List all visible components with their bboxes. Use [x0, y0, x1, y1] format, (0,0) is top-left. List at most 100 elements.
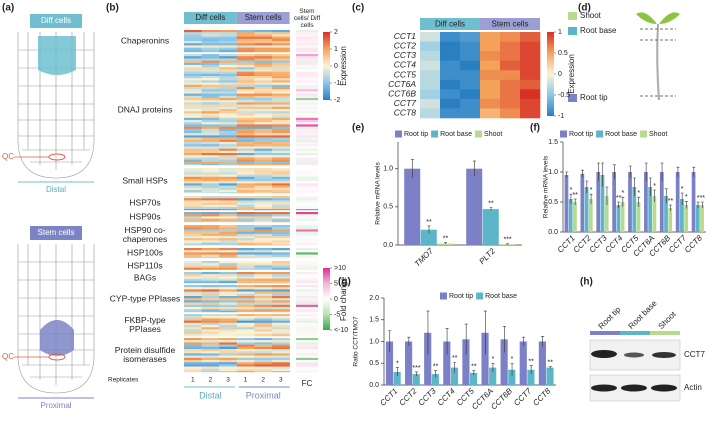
heatmap-cell [201, 54, 220, 57]
column-header [420, 18, 480, 30]
row-label: CCT6A [388, 79, 416, 89]
heatmap-cell [184, 91, 202, 94]
heatmap-cell [184, 49, 202, 53]
heatmap-cell [219, 49, 238, 53]
heatmap-cell [440, 70, 461, 81]
heatmap-cell [201, 346, 220, 350]
heatmap-cell [184, 69, 202, 72]
heatmap-cell [272, 214, 290, 217]
significance-label: * [653, 183, 656, 190]
heatmap-cell [219, 84, 238, 88]
heatmap-cell [201, 47, 220, 50]
heatmap-cell [184, 164, 202, 166]
heatmap-cell [219, 65, 238, 68]
heatmap-cell [236, 78, 255, 81]
bar [393, 371, 401, 385]
blot-band [591, 384, 617, 392]
heatmap-cell [184, 153, 202, 156]
heatmap-cell [254, 98, 273, 101]
heatmap-cell [219, 71, 238, 74]
bar [443, 341, 451, 385]
heatmap-cell [236, 153, 255, 156]
heatmap-cell [184, 115, 202, 118]
heatmap-cell [254, 248, 273, 251]
bar [385, 341, 394, 385]
heatmap-cell [219, 187, 238, 191]
heatmap-cell [184, 248, 202, 251]
heatmap-cell [201, 214, 220, 217]
heatmap-cell [272, 227, 290, 230]
error-bar [414, 371, 418, 377]
heatmap-cell [219, 128, 238, 132]
heatmap-cell [219, 135, 238, 138]
heatmap-cell [254, 309, 273, 312]
x-tick-label: CCT7 [512, 386, 534, 408]
heatmap-cell [201, 87, 220, 90]
heatmap-cell [184, 142, 202, 145]
heatmap-cell [201, 261, 220, 264]
heatmap-cell [201, 157, 220, 160]
heatmap-cell [272, 351, 290, 354]
significance-label: ** [548, 360, 554, 367]
error-bar [483, 310, 487, 355]
heatmap-cell [219, 93, 238, 96]
heatmap-cell [500, 89, 521, 100]
heatmap-cell [272, 164, 290, 166]
bar [691, 172, 696, 232]
heatmap-cell [500, 51, 521, 61]
heatmap-cell [201, 291, 220, 294]
heatmap-cell [254, 190, 273, 193]
heatmap-cell [272, 190, 290, 193]
heatmap-cell [272, 318, 290, 321]
legend-swatch [596, 130, 604, 138]
heatmap-cell [219, 196, 238, 199]
heatmap-cell [219, 198, 238, 201]
heatmap-cell [201, 137, 220, 140]
legend-swatch [560, 130, 567, 138]
heatmap-cell [201, 353, 220, 356]
y-tick-label: 1.0 [548, 169, 558, 176]
heatmap-cell [272, 333, 290, 337]
y-tick-label: 0.5 [383, 204, 393, 211]
significance-label: * [685, 194, 688, 201]
heatmap-cell [184, 278, 202, 281]
heatmap-cell [184, 285, 202, 288]
heatmap-cell [272, 38, 290, 42]
fc-cell [296, 69, 318, 72]
heatmap-cell [236, 325, 255, 328]
heatmap-cell [272, 274, 290, 277]
heatmap-cell [500, 60, 521, 71]
heatmap-cell [236, 139, 255, 143]
heatmap-cell [236, 100, 255, 103]
heatmap-cell [236, 181, 255, 184]
heatmap-cell [201, 364, 220, 367]
heatmap-cell [272, 309, 290, 312]
fc-cell [296, 150, 318, 154]
heatmap-cell [480, 89, 501, 100]
heatmap-cell [236, 54, 255, 57]
heatmap-cell [219, 76, 238, 79]
heatmap-cell [201, 202, 220, 205]
heatmap-cell [219, 106, 238, 110]
heatmap-cell [236, 146, 255, 149]
heatmap-cell [219, 54, 238, 57]
replicate-label: 2 [261, 377, 265, 384]
heatmap-cell [184, 231, 202, 234]
heatmap-cell [236, 157, 255, 160]
heatmap-cell [236, 254, 255, 257]
fc-cell [296, 78, 318, 81]
heatmap-cell [254, 298, 273, 301]
heatmap-cell [219, 146, 238, 149]
x-tick-label: CCT2 [397, 386, 419, 408]
significance-label: ** [616, 195, 622, 202]
error-bar [669, 204, 673, 211]
heatmap-cell [184, 287, 202, 290]
heatmap-cell [254, 342, 273, 345]
heatmap-cell [201, 155, 220, 158]
bar [508, 369, 516, 385]
heatmap-cell [272, 133, 290, 136]
heatmap-cell [201, 227, 220, 230]
heatmap-cell [272, 104, 290, 107]
heatmap-cell [219, 289, 238, 292]
heatmap-cell [184, 150, 202, 154]
